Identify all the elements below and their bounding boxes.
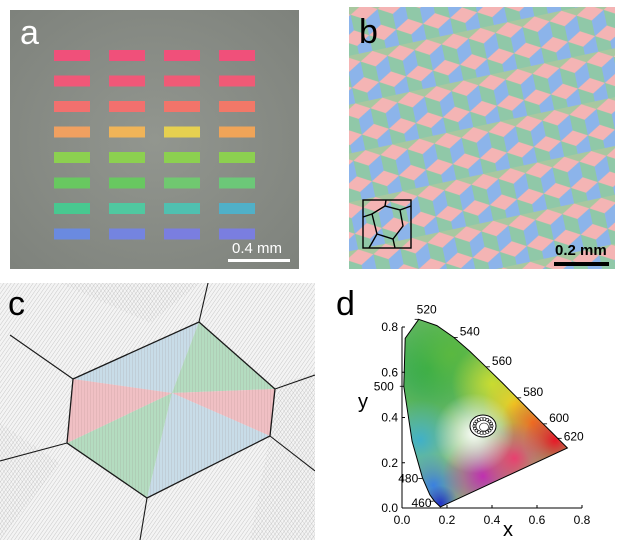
color-swatch <box>54 152 90 163</box>
y-tick-label: 0.2 <box>381 456 398 470</box>
scale-label-b: 0.2 mm <box>555 242 607 259</box>
color-swatch <box>164 228 200 240</box>
color-swatch <box>219 228 255 240</box>
color-swatch <box>109 50 145 61</box>
color-swatch <box>164 126 200 138</box>
wavelength-label: 480 <box>398 472 418 486</box>
axes: 0.0 0.2 0.4 0.6 0.8 0.0 0.2 0.4 0.6 0.8 <box>381 320 590 527</box>
panel-label-c: c <box>8 285 25 323</box>
x-tick-label: 0.6 <box>529 513 546 527</box>
color-swatch <box>109 152 145 163</box>
wavelength-labels: 460 480 500 520 540 560 580 600 620 <box>374 302 584 510</box>
measured-points-cluster <box>469 414 497 438</box>
cell-boundaries <box>0 283 315 540</box>
panel-c-image <box>0 283 315 540</box>
color-swatch <box>109 203 145 214</box>
color-swatch <box>164 75 200 87</box>
color-swatch <box>219 50 255 61</box>
color-swatch <box>109 177 145 189</box>
panel-label-b: b <box>359 13 378 51</box>
selection-box <box>362 199 412 249</box>
color-swatch <box>219 203 255 214</box>
panel-a-micrograph: a 0.4 mm <box>10 10 299 269</box>
cie-chart: 0.0 0.2 0.4 0.6 0.8 0.0 0.2 0.4 0.6 0.8 460 480 500… <box>374 302 591 527</box>
panel-a-image <box>10 10 299 269</box>
scale-bar-b <box>554 262 609 266</box>
color-swatch <box>109 101 145 112</box>
x-tick-label: 0.2 <box>439 513 456 527</box>
color-swatch <box>164 177 200 189</box>
wavelength-label: 620 <box>564 429 584 443</box>
wavelength-label: 560 <box>492 354 512 368</box>
wavelength-label: 460 <box>412 496 432 510</box>
color-swatch <box>54 50 90 61</box>
color-swatch <box>164 50 200 61</box>
spectral-locus <box>403 318 569 508</box>
y-tick-label: 0.0 <box>381 501 398 515</box>
panel-label-a: a <box>20 14 39 52</box>
color-swatch <box>219 152 255 163</box>
color-swatch <box>54 177 90 189</box>
x-tick-label: 0.4 <box>484 513 501 527</box>
panel-label-d: d <box>336 285 355 323</box>
wavelength-label: 520 <box>417 302 437 316</box>
y-tick-label: 0.8 <box>381 320 398 334</box>
panel-c-design: c <box>0 283 315 540</box>
color-swatch <box>109 126 145 138</box>
x-axis-label: x <box>503 519 513 540</box>
color-swatch <box>219 75 255 87</box>
y-tick-label: 0.4 <box>381 411 398 425</box>
scale-bar-a <box>228 259 290 262</box>
x-tick-label: 0.8 <box>574 513 591 527</box>
color-swatch <box>109 228 145 240</box>
panel-b-micrograph: b 0.2 mm <box>349 7 615 269</box>
color-swatch <box>54 101 90 112</box>
color-swatch <box>164 152 200 163</box>
color-swatch <box>219 177 255 189</box>
color-swatch <box>219 126 255 138</box>
color-swatch <box>164 101 200 112</box>
panel-d-cie-diagram: 0.0 0.2 0.4 0.6 0.8 0.0 0.2 0.4 0.6 0.8 460 480 500… <box>330 283 624 540</box>
color-swatch <box>54 228 90 240</box>
swatch-grid <box>54 50 255 240</box>
wavelength-label: 540 <box>460 324 480 338</box>
color-swatch <box>164 203 200 214</box>
y-axis-label: y <box>358 391 368 413</box>
x-tick-label: 0.0 <box>394 513 411 527</box>
panel-b-image <box>349 7 615 269</box>
color-swatch <box>54 75 90 87</box>
color-swatch <box>54 126 90 138</box>
wavelength-label: 600 <box>549 411 569 425</box>
color-swatch <box>219 101 255 112</box>
color-swatch <box>109 75 145 87</box>
wavelength-label: 580 <box>523 385 543 399</box>
y-tick-label: 0.6 <box>381 365 398 379</box>
color-swatch <box>54 203 90 214</box>
hexagon-pixel <box>66 321 276 499</box>
scale-label-a: 0.4 mm <box>232 240 283 257</box>
wavelength-label: 500 <box>374 379 394 393</box>
